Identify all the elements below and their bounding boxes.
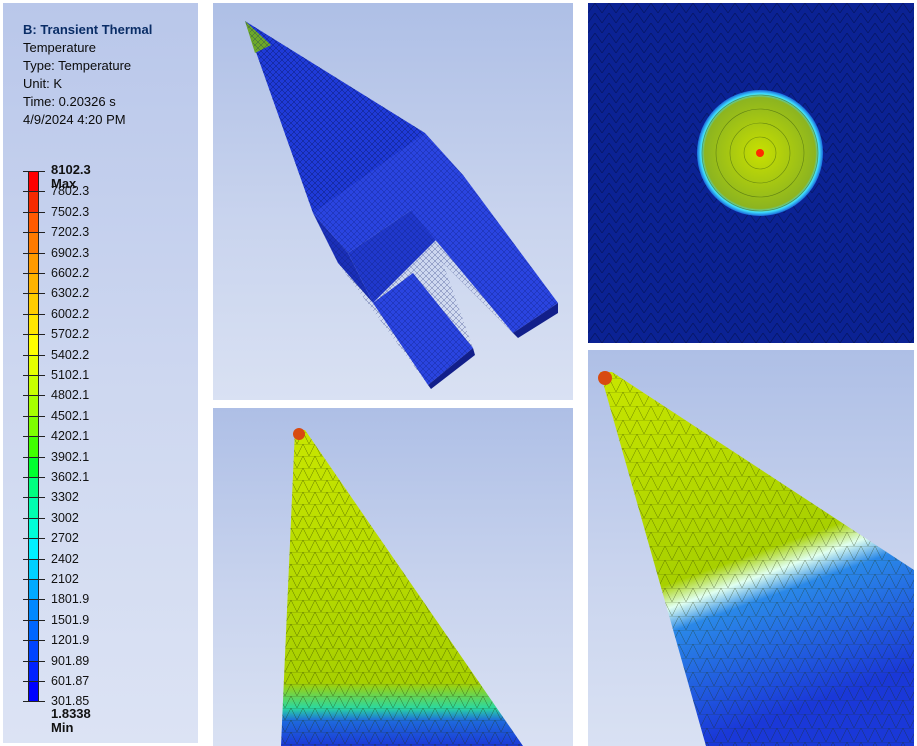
scale-tick [23, 191, 45, 193]
scale-tick [23, 681, 45, 682]
scale-swatch [28, 211, 39, 233]
scale-swatch [28, 599, 39, 620]
scale-value: 1801.9 [51, 592, 90, 607]
scale-value: 5702.2 [51, 327, 90, 342]
scale-value: 6002.2 [51, 306, 90, 321]
scale-tick [23, 660, 45, 662]
scale-swatch [28, 640, 39, 661]
scale-swatch [28, 558, 39, 579]
hot-spot [756, 149, 764, 157]
scale-tick [23, 252, 45, 254]
scale-tick [23, 415, 45, 417]
scale-swatch [28, 456, 39, 477]
scale-swatch [28, 681, 39, 702]
result-time: Time: 0.20326 s [23, 94, 116, 109]
scale-value: 1201.9 [51, 633, 90, 648]
scale-tick [23, 640, 45, 642]
isometric-view[interactable] [213, 3, 573, 400]
scale-value: 7802.3 [51, 184, 90, 199]
scale-value: 901.89 [51, 653, 90, 668]
scale-value: 4202.1 [51, 429, 90, 444]
result-date: 4/9/2024 4:20 PM [23, 112, 126, 127]
legend-panel: B: Transient Thermal Temperature Type: T… [3, 3, 198, 743]
scale-swatch [28, 375, 39, 396]
scale-value: 4802.1 [51, 388, 90, 403]
scale-tick [23, 599, 45, 601]
analysis-title: B: Transient Thermal [23, 22, 153, 37]
scale-tick [23, 375, 45, 376]
scale-tick [23, 313, 45, 315]
scale-swatch [28, 232, 39, 253]
scale-tick [23, 701, 45, 703]
scale-value: 3302 [51, 490, 79, 505]
scale-tick [23, 293, 45, 295]
scale-max-label: 8102.3 Max [51, 162, 91, 191]
scale-value: 5102.1 [51, 368, 90, 382]
tip-hot-spot [293, 428, 305, 440]
tip-closeup-left[interactable] [213, 408, 573, 746]
scale-value: 3902.1 [51, 449, 90, 464]
scale-value: 6602.2 [51, 266, 90, 280]
scale-swatch [28, 395, 39, 416]
scale-tick [23, 273, 45, 274]
scale-swatch [28, 660, 39, 681]
scale-swatch [28, 334, 39, 355]
result-info: B: Transient Thermal Temperature Type: T… [23, 21, 152, 129]
scale-tick [23, 436, 45, 438]
scale-swatch [28, 252, 39, 273]
scale-swatch [28, 273, 39, 294]
scale-tick [23, 334, 45, 336]
scale-swatch [28, 619, 39, 641]
scale-tick [23, 579, 45, 580]
scale-value: 6902.3 [51, 245, 90, 260]
scale-swatch [28, 477, 39, 498]
result-type: Type: Temperature [23, 58, 132, 73]
scale-value: 1501.9 [51, 612, 90, 627]
scale-value: 2702 [51, 531, 79, 546]
scale-value: 7502.3 [51, 204, 90, 219]
scale-tick [23, 211, 45, 213]
scale-min-label: 1.8338 Min [51, 706, 91, 735]
scale-value: 6302.2 [51, 286, 90, 301]
scale-swatch [28, 538, 39, 559]
scale-tick [23, 497, 45, 499]
scale-value: 4502.1 [51, 408, 90, 423]
scale-swatch [28, 171, 39, 192]
scale-tick [23, 619, 45, 621]
scale-swatch [28, 517, 39, 539]
front-view[interactable] [588, 3, 914, 343]
scale-tick [23, 477, 45, 478]
scale-value: 5402.2 [51, 347, 90, 362]
scale-value: 3602.1 [51, 470, 90, 484]
scale-swatch [28, 191, 39, 212]
scale-tick [23, 558, 45, 560]
scale-value: 601.87 [51, 674, 90, 688]
scale-value: 2402 [51, 551, 79, 566]
result-name: Temperature [23, 40, 96, 55]
scale-value: 3002 [51, 510, 79, 525]
scale-swatch [28, 293, 39, 314]
tip-closeup-right[interactable] [588, 350, 914, 746]
result-unit: Unit: K [23, 76, 63, 91]
scale-tick [23, 171, 45, 172]
scale-tick [23, 538, 45, 540]
scale-value: 301.85 [51, 694, 90, 709]
scale-tick [23, 395, 45, 397]
scale-tick [23, 354, 45, 356]
scale-tick [23, 232, 45, 234]
scale-tick [23, 456, 45, 458]
scale-swatch [28, 354, 39, 375]
tip-hot-spot-zoomed [598, 371, 612, 385]
scale-swatch [28, 579, 39, 600]
scale-swatch [28, 313, 39, 335]
scale-swatch [28, 436, 39, 457]
scale-tick [23, 517, 45, 519]
scale-value: 7202.3 [51, 225, 90, 240]
scale-swatch [28, 497, 39, 518]
scale-value: 2102 [51, 572, 79, 586]
scale-swatch [28, 415, 39, 437]
